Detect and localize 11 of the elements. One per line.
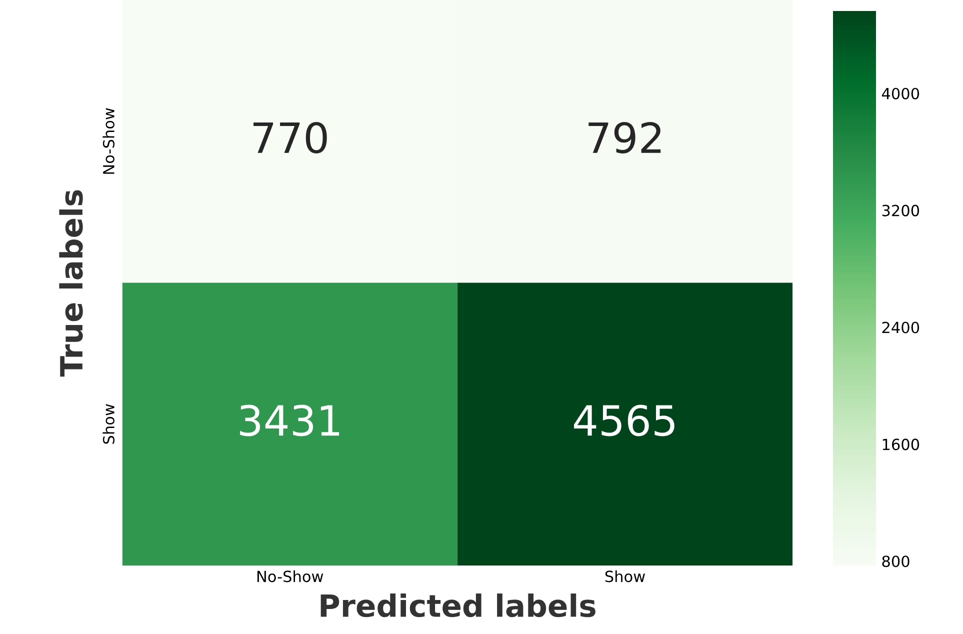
color-bar-label: 4000 [882,88,920,100]
data-label: 792 [588,122,661,154]
data-label: 3431 [240,404,340,436]
x-axis-title: Predicted labels [320,594,596,618]
color-bar-label: 2400 [882,322,920,334]
color-bar-label: 3200 [882,204,920,216]
color-bar-label: 1600 [882,438,920,450]
data-label: 4565 [574,404,674,436]
data-label: 770 [254,122,327,154]
y-axis-title: True labels [59,190,83,377]
color-bar-label: 800 [882,556,910,568]
